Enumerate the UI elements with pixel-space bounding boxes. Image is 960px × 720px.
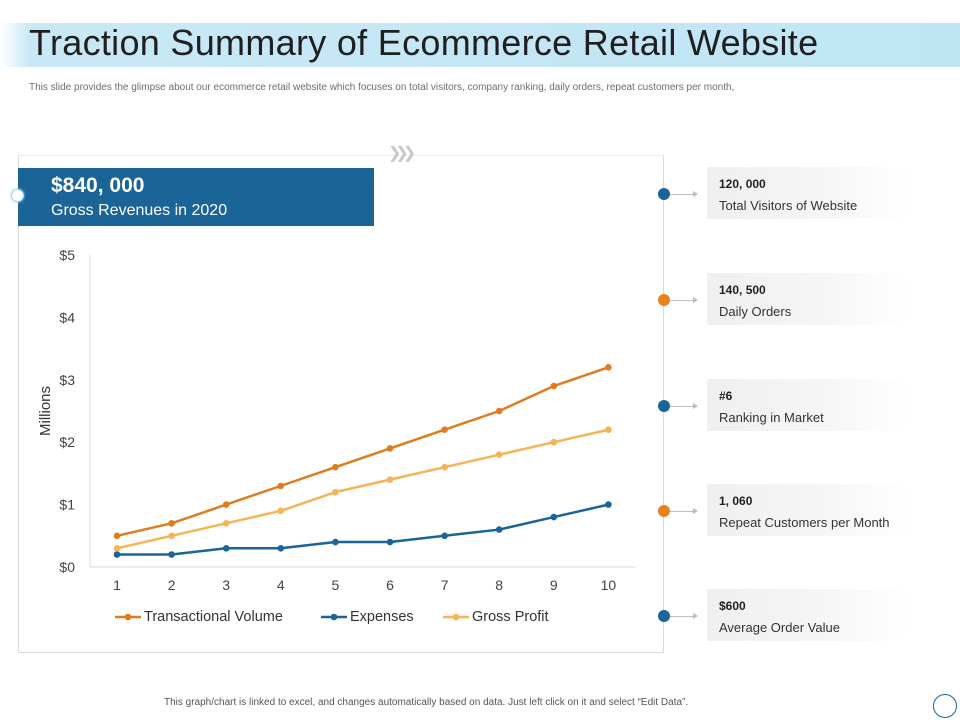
data-point — [495, 407, 503, 415]
kpi-label: Average Order Value — [719, 620, 840, 635]
data-point — [332, 538, 339, 546]
data-point — [550, 438, 558, 446]
kpi-value: 1, 060 — [719, 494, 753, 508]
kpi-marker-icon — [658, 610, 670, 622]
x-tick-label: 2 — [168, 577, 176, 593]
x-tick-label: 8 — [495, 577, 503, 593]
legend-label: Expenses — [350, 609, 414, 625]
data-point — [605, 364, 612, 371]
kpi-card: $600 Average Order Value — [707, 589, 910, 641]
legend-swatch-marker — [452, 613, 460, 621]
gross-revenue-box: $840, 000 Gross Revenues in 2020 — [18, 168, 374, 226]
data-point — [222, 501, 230, 508]
series-line — [116, 428, 609, 550]
y-tick-label: $4 — [59, 309, 75, 325]
kpi-value: 120, 000 — [719, 177, 766, 191]
data-point — [495, 526, 503, 533]
arrow-right-icon — [670, 508, 698, 514]
data-point — [332, 488, 339, 496]
kpi-value: $600 — [719, 599, 746, 613]
data-point — [550, 382, 558, 390]
data-point — [222, 544, 230, 552]
kpi-value: 140, 500 — [719, 283, 766, 297]
kpi-card: 120, 000 Total Visitors of Website — [707, 167, 910, 219]
chevrons-icon: ❯❯❯ — [388, 145, 416, 162]
arrow-right-icon — [670, 403, 698, 409]
data-point — [332, 463, 339, 471]
kpi-label: Ranking in Market — [719, 410, 824, 425]
kpi-marker-icon — [658, 294, 670, 306]
data-point — [605, 426, 612, 434]
data-point — [441, 426, 448, 434]
data-point — [386, 476, 394, 483]
x-tick-label: 5 — [332, 577, 340, 593]
arrow-right-icon — [670, 613, 698, 619]
title-band — [0, 23, 960, 67]
x-tick-label: 10 — [601, 577, 617, 593]
data-point — [277, 507, 285, 515]
circle-icon — [933, 694, 957, 718]
arrow-right-icon — [670, 297, 698, 303]
y-axis-title: Millions — [37, 386, 54, 436]
footnote: This graph/chart is linked to excel, and… — [164, 697, 689, 708]
kpi-marker-icon — [658, 505, 670, 517]
kpi-label: Repeat Customers per Month — [719, 515, 890, 530]
data-point — [441, 463, 448, 471]
kpi-value: #6 — [719, 389, 733, 403]
kpi-marker-icon — [658, 188, 670, 200]
kpi-card: #6 Ranking in Market — [707, 379, 910, 431]
data-point — [113, 532, 121, 540]
data-point — [222, 520, 230, 527]
y-tick-label: $5 — [59, 247, 75, 263]
legend-label: Gross Profit — [472, 609, 549, 625]
x-tick-label: 3 — [222, 577, 230, 593]
y-tick-label: $0 — [59, 559, 75, 575]
data-point — [168, 551, 175, 558]
data-point — [550, 513, 558, 521]
x-tick-label: 1 — [113, 577, 121, 593]
y-tick-label: $1 — [59, 497, 75, 513]
data-point — [495, 451, 503, 458]
data-point — [605, 501, 612, 508]
legend-swatch-marker — [330, 613, 338, 621]
arrow-right-icon — [670, 191, 698, 197]
revenue-marker-icon — [11, 189, 24, 202]
data-point — [113, 544, 121, 552]
legend-label: Transactional Volume — [144, 609, 283, 625]
page-title: Traction Summary of Ecommerce Retail Web… — [29, 22, 819, 63]
data-point — [168, 520, 175, 527]
gross-revenue-label: Gross Revenues in 2020 — [51, 202, 228, 219]
y-tick-label: $2 — [59, 434, 75, 450]
data-point — [386, 445, 394, 452]
data-point — [277, 544, 285, 552]
x-tick-label: 9 — [550, 577, 558, 593]
data-point — [113, 551, 121, 558]
legend-swatch-marker — [124, 613, 132, 621]
data-point — [277, 482, 285, 490]
y-tick-label: $3 — [59, 372, 75, 388]
kpi-marker-icon — [658, 400, 670, 412]
data-point — [168, 532, 175, 540]
kpi-card: 140, 500 Daily Orders — [707, 273, 910, 325]
kpi-label: Total Visitors of Website — [719, 198, 858, 213]
data-point — [386, 538, 394, 546]
x-tick-label: 6 — [386, 577, 394, 593]
series-line — [116, 366, 609, 538]
x-tick-label: 4 — [277, 577, 285, 593]
page-subtitle: This slide provides the glimpse about ou… — [29, 82, 735, 93]
gross-revenue-value: $840, 000 — [51, 174, 145, 197]
x-tick-label: 7 — [441, 577, 449, 593]
series-line — [117, 503, 609, 556]
data-point — [441, 532, 448, 540]
kpi-card: 1, 060 Repeat Customers per Month — [707, 484, 910, 536]
kpi-label: Daily Orders — [719, 304, 792, 319]
